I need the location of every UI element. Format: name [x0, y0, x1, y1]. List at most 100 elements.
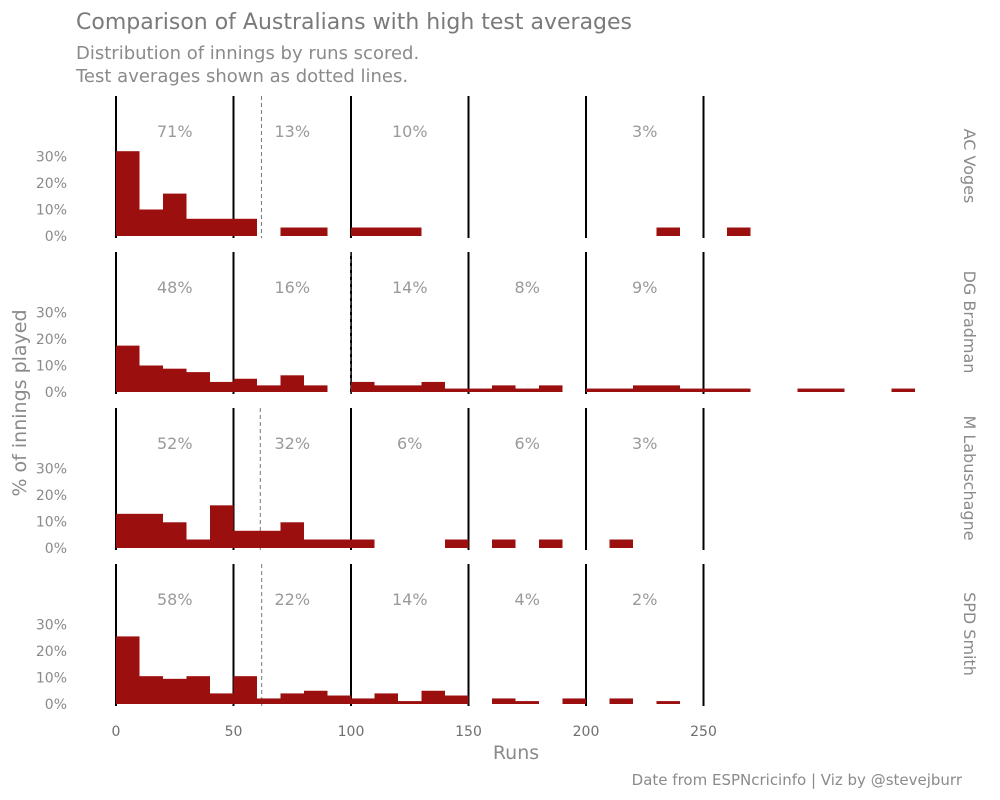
bar [210, 505, 234, 548]
bar [163, 193, 187, 236]
bar [116, 345, 140, 392]
bar [116, 636, 140, 704]
bar [280, 693, 304, 704]
bar [445, 539, 469, 548]
bar [327, 695, 351, 704]
band-percent-label: 14% [392, 278, 428, 297]
bar [210, 693, 234, 704]
x-tick-label: 50 [225, 724, 243, 740]
bar [186, 539, 210, 548]
bar [280, 375, 304, 392]
bar [727, 388, 751, 392]
bar [186, 218, 210, 236]
y-tick-label: 20% [36, 644, 67, 660]
band-percent-label: 48% [157, 278, 193, 297]
band-percent-label: 3% [632, 122, 657, 141]
bar [116, 151, 140, 236]
bar [139, 209, 163, 236]
y-tick-label: 30% [36, 618, 67, 634]
y-tick-label: 0% [45, 385, 67, 401]
bar [492, 698, 516, 704]
bar [586, 388, 610, 392]
bar [304, 539, 328, 548]
bar [891, 388, 915, 392]
band-percent-label: 52% [157, 434, 193, 453]
bar [233, 218, 257, 236]
bar [656, 227, 680, 236]
bar [539, 385, 563, 392]
band-percent-label: 71% [157, 122, 193, 141]
bar [257, 530, 281, 548]
bar [797, 388, 821, 392]
band-percent-label: 6% [515, 434, 540, 453]
y-tick-label: 20% [36, 332, 67, 348]
x-axis-label: Runs [493, 742, 539, 764]
x-tick-label: 150 [455, 724, 482, 740]
y-tick-label: 0% [45, 697, 67, 713]
bar [421, 690, 445, 704]
y-axis-label: % of innings played [9, 309, 31, 496]
y-tick-label: 0% [45, 541, 67, 557]
y-tick-label: 20% [36, 176, 67, 192]
panel-2: 0% 10% 20% 30% 52% 32% 6% 6% 3% M Labuschagne [36, 408, 979, 557]
band-percent-label: 58% [157, 590, 193, 609]
band-percent-label: 2% [632, 590, 657, 609]
bar [280, 227, 304, 236]
band-percent-label: 16% [274, 278, 310, 297]
y-tick-label: 20% [36, 488, 67, 504]
bar [327, 539, 351, 548]
panels: 0% 10% 20% 30% 71% 13% 10% 3% AC Voges 0% 10% 20% 30… [36, 96, 979, 713]
y-tick-label: 10% [36, 515, 67, 531]
bar [609, 388, 633, 392]
x-tick-label: 100 [338, 724, 365, 740]
band-percent-label: 14% [392, 590, 428, 609]
y-tick-label: 30% [36, 306, 67, 322]
bar [539, 539, 563, 548]
bar [374, 693, 398, 704]
bar [398, 385, 422, 392]
band-percent-label: 22% [274, 590, 310, 609]
bar [351, 698, 375, 704]
facet-label: M Labuschagne [960, 415, 979, 540]
bar [257, 385, 281, 392]
bar [304, 385, 328, 392]
bar [186, 372, 210, 392]
band-percent-label: 8% [515, 278, 540, 297]
chart-title: Comparison of Australians with high test… [76, 10, 632, 35]
bar [515, 388, 539, 392]
bar [492, 539, 516, 548]
bar [210, 218, 234, 236]
bar [186, 676, 210, 704]
y-tick-label: 10% [36, 671, 67, 687]
bar [139, 513, 163, 548]
bar [703, 388, 727, 392]
bar [633, 385, 657, 392]
bar [139, 676, 163, 704]
bar [445, 388, 469, 392]
bar [163, 522, 187, 548]
bar [374, 385, 398, 392]
bar [515, 701, 539, 704]
bar [210, 381, 234, 392]
bar [351, 539, 375, 548]
bar [163, 368, 187, 392]
bar [398, 227, 422, 236]
facet-label: SPD Smith [960, 592, 979, 676]
bar [374, 227, 398, 236]
y-tick-label: 0% [45, 229, 67, 245]
band-percent-label: 3% [632, 434, 657, 453]
bar [398, 701, 422, 704]
panel-3: 0% 10% 20% 30% 58% 22% 14% 4% 2% SPD Smith [36, 564, 979, 713]
band-percent-label: 4% [515, 590, 540, 609]
bar [351, 381, 375, 392]
bar [656, 701, 680, 704]
bar [116, 513, 140, 548]
bar [304, 227, 328, 236]
bar [351, 227, 375, 236]
facet-label: AC Voges [960, 129, 979, 204]
bar [139, 365, 163, 392]
bar [233, 676, 257, 704]
bar [609, 539, 633, 548]
bar [656, 385, 680, 392]
bar [233, 378, 257, 392]
